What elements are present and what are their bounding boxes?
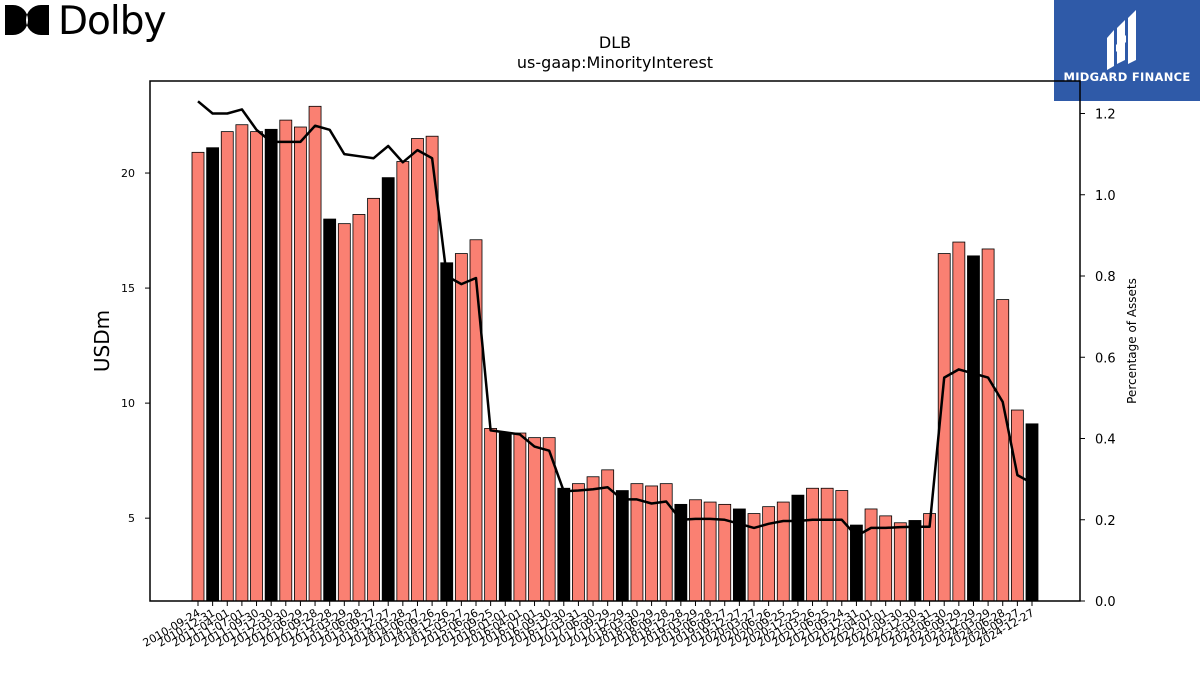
bar-2011-07-01 — [235, 124, 249, 602]
bar-2020-06-26 — [762, 506, 776, 602]
bar-2017-03-31 — [572, 483, 585, 602]
chart-title: DLB — [599, 33, 631, 52]
y-tick-label-5: 5 — [128, 512, 135, 525]
bar-2015-09-25 — [484, 428, 498, 602]
dolby-logo: Dolby — [0, 0, 180, 50]
bar-2012-09-28 — [308, 105, 322, 602]
midgard-monogram-icon — [1107, 10, 1136, 70]
bar-2012-03-30 — [279, 119, 293, 602]
bar-2013-03-29 — [337, 223, 351, 602]
bar-2014-09-26 — [425, 135, 439, 602]
y2-tick-label-0.8: 0.8 — [1095, 270, 1116, 285]
bar-2016-12-30 — [557, 487, 571, 602]
bar-2023-12-29 — [967, 255, 980, 602]
bar-2010-12-31 — [206, 147, 220, 602]
y-tick-label-15: 15 — [121, 282, 135, 295]
bar-2023-09-29 — [952, 241, 966, 602]
chart-subtitle: us-gaap:MinorityInterest — [517, 53, 713, 72]
dolby-double-d-icon — [5, 5, 49, 35]
bar-2015-06-26 — [469, 239, 483, 602]
bar-2022-09-30 — [893, 522, 907, 602]
bar-2024-09-27 — [1010, 409, 1024, 602]
y2-tick-label-1.0: 1.0 — [1095, 189, 1116, 204]
axes: 51015200.00.20.40.60.81.01.22010-09-2420… — [121, 80, 1116, 650]
y-tick-label-10: 10 — [121, 397, 135, 410]
bar-2014-12-26 — [440, 262, 454, 602]
bar-2013-06-28 — [352, 214, 366, 602]
bar-2022-12-30 — [908, 520, 922, 602]
bar-2014-06-27 — [411, 138, 424, 602]
bar-2012-06-29 — [294, 126, 307, 602]
y-axis-label: USDm — [90, 310, 114, 372]
y-tick-label-20: 20 — [121, 167, 135, 180]
y2-axis-label: Percentage of Assets — [1125, 278, 1139, 404]
bar-2013-09-27 — [367, 197, 380, 602]
percentage-of-assets-line — [197, 100, 1033, 538]
bar-2024-03-29 — [981, 248, 995, 602]
bar-2021-09-24 — [835, 490, 849, 602]
bar-2016-04-01 — [513, 432, 527, 602]
y2-tick-label-0.4: 0.4 — [1095, 433, 1116, 448]
bar-2019-03-29 — [689, 499, 702, 602]
dolby-logo-wordmark: Dolby — [58, 0, 167, 44]
bar-2024-12-27 — [1025, 423, 1039, 602]
bar-2011-04-01 — [220, 131, 234, 602]
plot-frame — [149, 80, 1081, 602]
bar-2021-03-26 — [806, 487, 819, 602]
bar-series — [191, 105, 1039, 602]
bar-2022-04-01 — [864, 508, 878, 602]
midgard-finance-logo: MIDGARD FINANCE — [1054, 0, 1200, 101]
bar-2014-03-28 — [396, 161, 410, 602]
bar-2017-12-29 — [615, 490, 629, 602]
y2-tick-label-1.2: 1.2 — [1095, 108, 1116, 123]
bar-2015-03-27 — [454, 253, 468, 602]
bar-2024-06-28 — [996, 299, 1010, 602]
bar-2016-07-01 — [528, 437, 541, 602]
y2-tick-label-0.0: 0.0 — [1095, 595, 1116, 610]
bar-2011-09-30 — [250, 131, 263, 602]
bar-2012-12-28 — [323, 218, 337, 602]
midgard-logo-text: MIDGARD FINANCE — [1063, 70, 1191, 84]
bar-2013-12-27 — [381, 177, 395, 602]
bar-2019-06-28 — [703, 501, 717, 602]
y2-tick-label-0.2: 0.2 — [1095, 514, 1116, 529]
bar-2010-09-24 — [191, 151, 205, 602]
percentage-line-series — [197, 100, 1033, 538]
bar-2020-12-25 — [791, 494, 805, 602]
bar-2020-09-25 — [776, 501, 790, 602]
y2-tick-label-0.6: 0.6 — [1095, 351, 1116, 366]
bar-2016-01-01 — [498, 432, 512, 602]
bar-2017-06-30 — [586, 476, 600, 602]
bar-2021-06-25 — [820, 487, 834, 602]
bar-2011-12-30 — [264, 128, 278, 602]
